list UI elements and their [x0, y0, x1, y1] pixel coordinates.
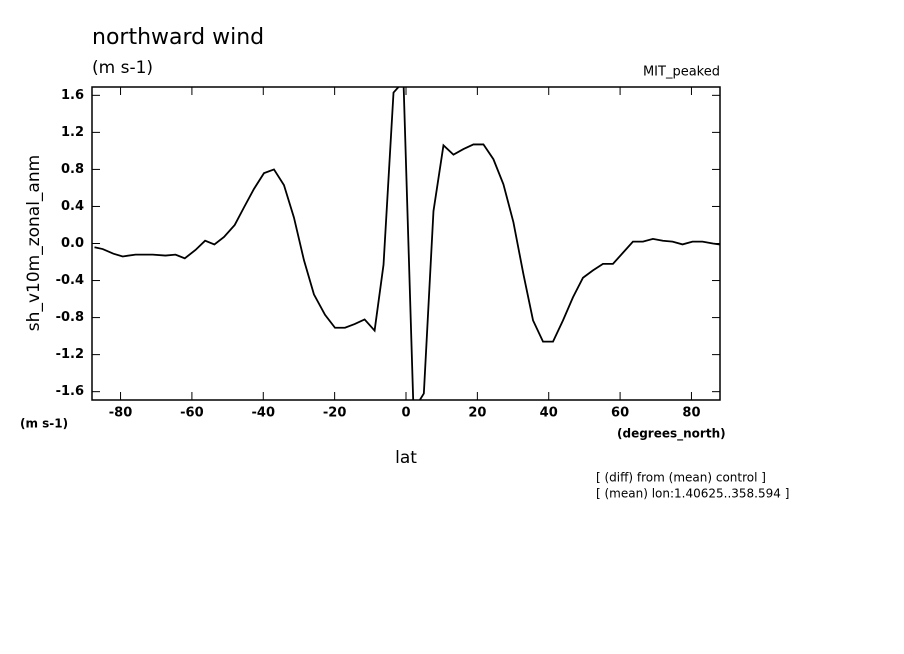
y-tick-label: -1.6 [56, 384, 84, 399]
x-tick-label: 80 [682, 406, 700, 421]
x-tick-label: -80 [109, 406, 133, 421]
note: [ (mean) lon:1.40625..358.594 ] [596, 487, 789, 501]
x-tick-label: 20 [468, 406, 486, 421]
y-tick-label: 0.0 [61, 236, 84, 251]
x-tick-label: -20 [323, 406, 347, 421]
y-units: (m s-1) [20, 417, 68, 431]
case-label: MIT_peaked [643, 65, 720, 80]
y-tick-label: -0.4 [56, 273, 84, 288]
y-tick-label: 1.2 [61, 125, 84, 140]
plot-frame [91, 86, 721, 401]
x-tick-label: 0 [401, 406, 410, 421]
data-line [94, 87, 720, 400]
x-tick-label: 60 [611, 406, 629, 421]
y-tick-label: -1.2 [56, 347, 84, 362]
note: [ (diff) from (mean) control ] [596, 471, 766, 485]
x-units: (degrees_north) [617, 427, 726, 442]
x-axis-label: lat [395, 448, 417, 468]
y-tick-label: 0.4 [61, 199, 84, 214]
y-axis-label: sh_v10m_zonal_anm [24, 155, 44, 331]
y-tick-label: 1.6 [61, 88, 84, 103]
x-tick-label: -40 [252, 406, 276, 421]
chart-title: northward wind [92, 25, 264, 50]
x-tick-label: 40 [540, 406, 558, 421]
y-tick-label: 0.8 [61, 162, 84, 177]
units: (m s-1) [92, 58, 153, 78]
x-tick-label: -60 [180, 406, 204, 421]
y-tick-label: -0.8 [56, 310, 84, 325]
